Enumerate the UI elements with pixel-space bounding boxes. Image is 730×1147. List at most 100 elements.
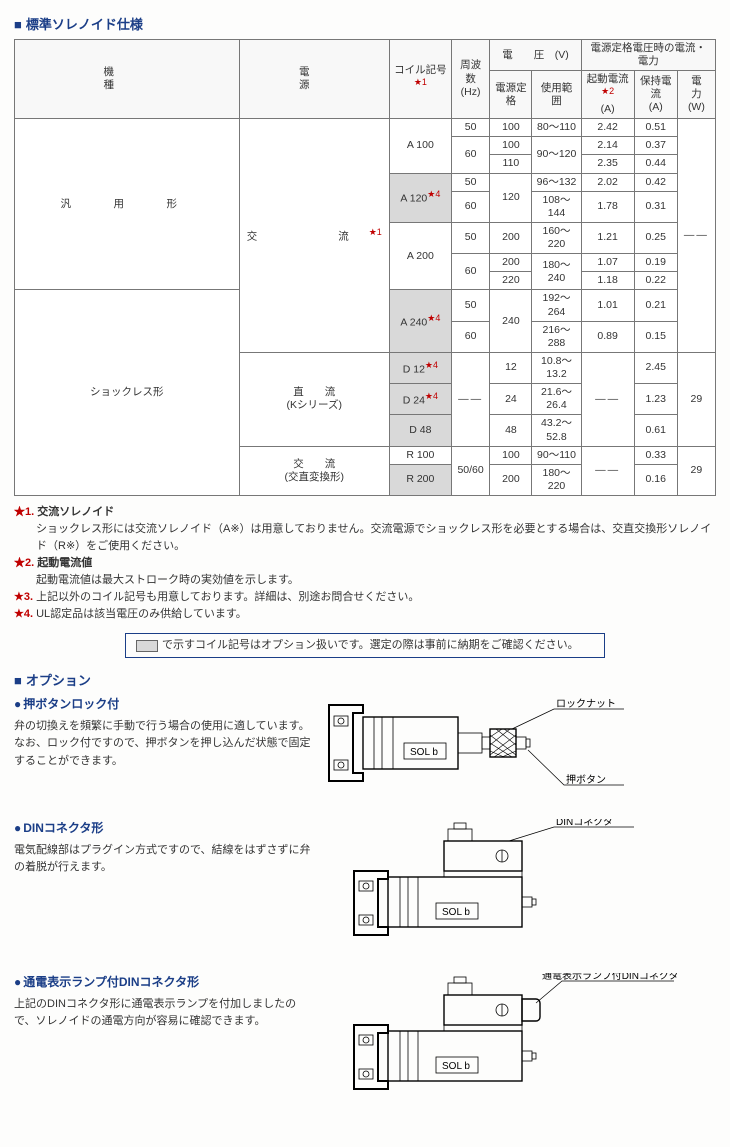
cell-ch: 0.42 [634,173,677,191]
cell-vr: 120 [490,173,532,222]
cell-cs: 1.18 [581,272,634,290]
option-2-figure: SOL b DINコネクタ [324,819,716,959]
cell-coil-a120: A 120★4 [389,173,451,222]
bullet-icon: ● [14,697,21,711]
cell-hz: 60 [451,254,490,290]
cell-coil-a100: A 100 [389,119,451,173]
svg-text:SOL b: SOL b [442,907,470,918]
cell-ch: 0.15 [634,321,677,352]
cell-ch: 0.37 [634,137,677,155]
cell-vr: 110 [490,155,532,173]
option-3-title: ●通電表示ランプ付DINコネクタ形 [14,973,314,992]
cell-vr: 100 [490,446,532,464]
note-3-body: 上記以外のコイル記号も用意しております。詳細は、別途お問合せください。 [36,591,419,603]
cell-cs: 1.78 [581,191,634,222]
th-cur-start: 起動電流★2(A) [581,71,634,119]
cell-ps-ac: 交 流★1 [239,119,389,353]
cell-ch: 0.19 [634,254,677,272]
cell-hz: 50 [451,222,490,253]
cell-cs: 2.42 [581,119,634,137]
svg-text:ロックナット: ロックナット [556,698,616,710]
th-coil: コイル記号★1 [389,40,451,119]
option-hint-box: で示すコイル記号はオプション扱いです。選定の際は事前に納期をご確認ください。 [125,633,605,658]
cell-ch: 0.61 [634,415,677,446]
cell-coil-a240: A 240★4 [389,290,451,353]
star-4-icon: ★4 [427,313,440,323]
cell-cs-dash: ―― [581,352,634,446]
cell-ch: 2.45 [634,352,677,383]
cell-cs: 2.02 [581,173,634,191]
cell-watt-29a: 29 [677,352,715,446]
spec-table-body: 汎 用 形 交 流★1 A 100 50 100 80～110 2.42 0.5… [15,119,716,496]
cell-hz-dash: ―― [451,352,490,446]
cell-coil-d48: D 48 [389,415,451,446]
cell-ch: 0.25 [634,222,677,253]
cell-cs: 1.07 [581,254,634,272]
cell-coil-d12: D 12★4 [389,352,451,383]
cell-kishu-shockless: ショックレス形 [15,290,240,496]
svg-text:通電表示ランプ付DINコネクタ: 通電表示ランプ付DINコネクタ [542,973,679,982]
option-1-body: 弁の切換えを頻繁に手動で行う場合の使用に適しています。なお、ロック付ですので、押… [14,718,314,771]
cell-vu: 43.2～52.8 [532,415,581,446]
notes-block: ★1. 交流ソレノイド ショックレス形には交流ソレノイド（A※）は用意しておりま… [14,504,716,658]
section-heading-options: ■ オプション [14,670,716,689]
star-4-icon: ★4 [425,360,438,370]
cell-cs: 0.89 [581,321,634,352]
svg-text:SOL b: SOL b [442,1061,470,1072]
svg-text:SOL b: SOL b [410,747,438,758]
svg-text:DINコネクタ: DINコネクタ [556,819,613,828]
cell-hz: 60 [451,137,490,173]
cell-ch: 0.22 [634,272,677,290]
section-title-spec: 標準ソレノイド仕様 [26,17,143,32]
section-title-options: オプション [26,673,91,688]
cell-ch: 0.31 [634,191,677,222]
cell-coil-d24: D 24★4 [389,384,451,415]
cell-ch: 1.23 [634,384,677,415]
cell-vr: 100 [490,119,532,137]
solenoid-din-icon: SOL b DINコネクタ [324,819,684,959]
cell-vu: 108～144 [532,191,581,222]
cell-vu: 90～110 [532,446,581,464]
cell-vu: 80～110 [532,119,581,137]
svg-text:押ボタン: 押ボタン [566,773,606,786]
option-2-body: 電気配線部はプラグイン方式ですので、結線をはずさずに弁の着脱が行えます。 [14,842,314,877]
option-item-3: ●通電表示ランプ付DINコネクタ形 上記のDINコネクタ形に通電表示ランプを付加… [14,973,716,1113]
cell-vr: 100 [490,137,532,155]
cell-hz: 60 [451,321,490,352]
bullet-icon: ● [14,975,21,989]
cell-vu: 216～288 [532,321,581,352]
th-volt: 電 圧 (V) [490,40,581,71]
option-item-2: ●DINコネクタ形 電気配線部はプラグイン方式ですので、結線をはずさずに弁の着脱… [14,819,716,959]
cell-cs: 2.35 [581,155,634,173]
cell-cs: 1.21 [581,222,634,253]
th-watt: 電 力 (W) [677,71,715,119]
cell-hz: 50 [451,173,490,191]
section-heading-spec: ■ 標準ソレノイド仕様 [14,14,716,33]
cell-vu: 160～220 [532,222,581,253]
cell-ps-dc: 直 流 (Kシリーズ) [239,352,389,446]
spec-table: 機 種 電 源 コイル記号★1 周波数 (Hz) 電 圧 (V) 電源定格電圧時… [14,39,716,496]
option-3-body: 上記のDINコネクタ形に通電表示ランプを付加しましたので、ソレノイドの通電方向が… [14,996,314,1031]
star-1-icon: ★1 [414,77,427,87]
cell-kishu-hanyou: 汎 用 形 [15,119,240,290]
cell-hz: 50 [451,290,490,321]
star-2-icon: ★2 [601,86,614,96]
th-hz: 周波数 (Hz) [451,40,490,119]
th-v-range: 使用範囲 [532,71,581,119]
note-4-body: UL認定品は該当電圧のみ供給しています。 [36,608,247,620]
note-2-body: 起動電流値は最大ストローク時の実効値を示します。 [36,572,716,589]
star-4-icon: ★4 [425,391,438,401]
gray-swatch-icon [136,640,158,652]
cell-watt-dash: ―― [677,119,715,353]
cell-vr: 48 [490,415,532,446]
th-dengen: 電 源 [239,40,389,119]
note-4: ★4. UL認定品は該当電圧のみ供給しています。 [14,606,716,623]
square-marker-icon: ■ [14,673,22,688]
cell-vr: 24 [490,384,532,415]
cell-cs: 1.01 [581,290,634,321]
cell-watt-29b: 29 [677,446,715,495]
cell-cs-dash2: ―― [581,446,634,495]
square-marker-icon: ■ [14,17,22,32]
note-2: ★2. 起動電流値 起動電流値は最大ストローク時の実効値を示します。 [14,555,716,589]
cell-vu: 180～240 [532,254,581,290]
